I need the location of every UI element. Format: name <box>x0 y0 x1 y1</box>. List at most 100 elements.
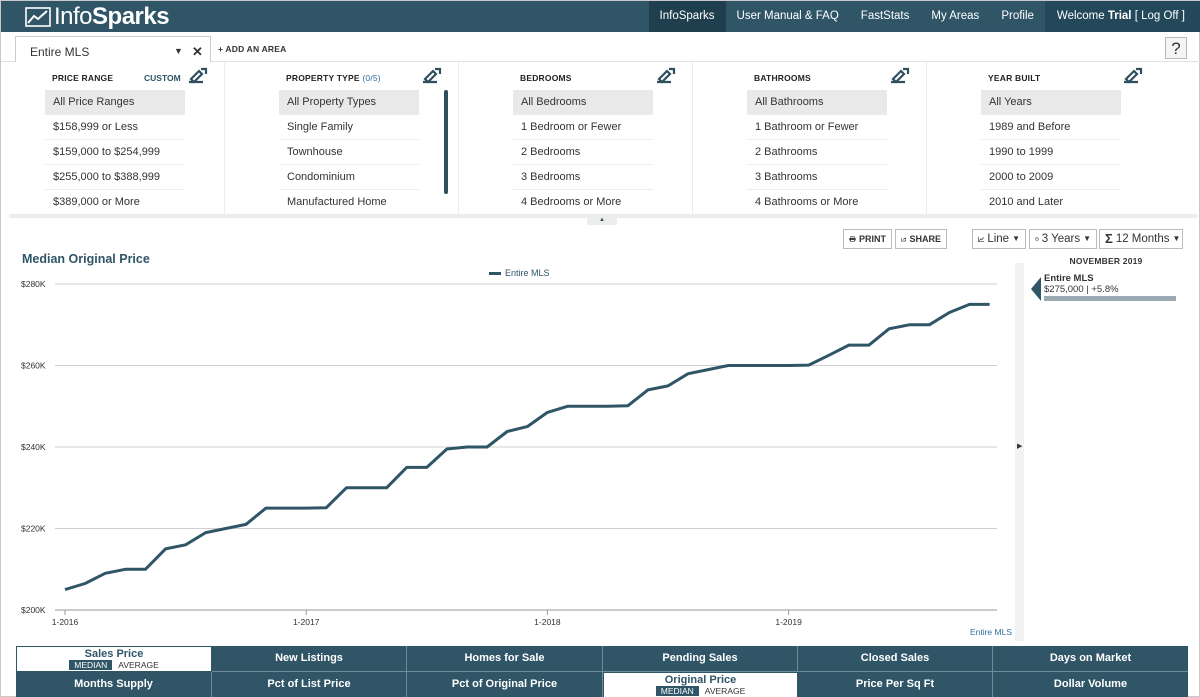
area-row: Entire MLS ▼ ✕ + ADD AN AREA ? <box>1 32 1200 62</box>
print-label: PRINT <box>859 234 886 244</box>
filter-panel: PRICE RANGE CUSTOM All Price Ranges $158… <box>1 62 1200 225</box>
filter-option[interactable]: 1990 to 1999 <box>981 140 1121 165</box>
close-icon[interactable]: ✕ <box>192 44 203 59</box>
filter-property-type: PROPERTY TYPE (0/5) All Property Types S… <box>235 62 459 214</box>
tab-dollar-volume[interactable]: Dollar Volume <box>993 672 1188 697</box>
filter-option[interactable]: 4 Bedrooms or More <box>521 196 622 208</box>
tab-average[interactable]: AVERAGE <box>704 686 746 696</box>
filter-option[interactable]: All Property Types <box>279 90 419 115</box>
time-range-select[interactable]: 3 Years ▼ <box>1029 229 1097 249</box>
tab-label: Dollar Volume <box>1053 678 1128 690</box>
tab-label: Pct of List Price <box>267 678 351 690</box>
area-selector[interactable]: Entire MLS ▼ ✕ <box>15 36 211 62</box>
print-button[interactable]: PRINT <box>843 229 892 249</box>
nav-link-my-areas[interactable]: My Areas <box>931 10 980 22</box>
filter-option[interactable]: $158,999 or Less <box>45 115 185 140</box>
tab-average[interactable]: AVERAGE <box>118 660 159 670</box>
chevron-down-icon: ▼ <box>1172 234 1181 243</box>
filter-scrollbar[interactable] <box>444 90 448 194</box>
filter-option[interactable]: 1989 and Before <box>981 115 1121 140</box>
filter-option[interactable]: Manufactured Home <box>287 196 387 208</box>
filter-option[interactable]: Single Family <box>279 115 419 140</box>
filter-option[interactable]: 2010 and Later <box>989 196 1064 208</box>
nav-link-infosparks[interactable]: InfoSparks <box>648 1 726 32</box>
filter-title: PRICE RANGE <box>52 73 114 83</box>
x-tick-label: 1-2017 <box>293 617 320 627</box>
filter-option[interactable]: 3 Bedrooms <box>513 165 653 190</box>
sigma-icon: Σ <box>1105 231 1113 246</box>
share-button[interactable]: SHARE <box>895 229 947 249</box>
side-panel-toggle[interactable]: ▶ <box>1015 263 1024 641</box>
filter-option[interactable]: 1 Bathroom or Fewer <box>747 115 887 140</box>
nav-link-faststats[interactable]: FastStats <box>860 10 910 22</box>
legend-label: Entire MLS <box>505 268 550 278</box>
line-chart[interactable]: $200K $220K $240K $260K $280K 1-2016 1-2017 1-2… <box>1 271 1013 643</box>
help-button[interactable]: ? <box>1165 37 1187 59</box>
tab-median[interactable]: MEDIAN <box>655 686 699 696</box>
chevron-down-icon[interactable]: ▼ <box>174 46 183 56</box>
add-area-link[interactable]: + ADD AN AREA <box>218 44 287 54</box>
tab-homes-for-sale[interactable]: Homes for Sale <box>407 646 603 672</box>
tab-pct-original-price[interactable]: Pct of Original Price <box>407 672 603 697</box>
tab-original-price[interactable]: Original Price MEDIAN AVERAGE <box>603 672 798 697</box>
filter-option[interactable]: All Years <box>981 90 1121 115</box>
filter-option[interactable]: $159,000 to $254,999 <box>45 140 185 165</box>
share-label: SHARE <box>909 234 941 244</box>
filter-option[interactable]: Townhouse <box>279 140 419 165</box>
collapse-filters-icon[interactable]: ▲ <box>587 215 617 225</box>
filter-option[interactable]: All Bedrooms <box>513 90 653 115</box>
edit-filter-icon[interactable] <box>1121 67 1143 85</box>
legend-swatch <box>489 271 501 275</box>
edit-filter-icon[interactable] <box>888 67 910 85</box>
rollup-select[interactable]: Σ 12 Months ▼ <box>1099 229 1183 249</box>
area-selector-value: Entire MLS <box>30 45 90 59</box>
side-panel-date: NOVEMBER 2019 <box>1069 256 1143 266</box>
logoff-link[interactable]: [ Log Off ] <box>1134 10 1185 22</box>
tab-closed-sales[interactable]: Closed Sales <box>798 646 993 672</box>
tab-label: Homes for Sale <box>464 652 545 664</box>
filter-bathrooms: BATHROOMS All Bathrooms 1 Bathroom or Fe… <box>703 62 927 214</box>
filter-option[interactable]: $389,000 or More <box>53 196 140 208</box>
nav-link-profile[interactable]: Profile <box>1001 10 1034 22</box>
filter-option[interactable]: 1 Bedroom or Fewer <box>513 115 653 140</box>
tab-label: Pending Sales <box>662 652 738 664</box>
tab-sales-price[interactable]: Sales Price MEDIAN AVERAGE <box>16 646 212 672</box>
chevron-down-icon: ▼ <box>1083 234 1091 243</box>
filter-option[interactable]: 2 Bedrooms <box>513 140 653 165</box>
infosparks-logo[interactable]: Info Sparks <box>25 3 170 31</box>
side-panel-bar <box>1044 296 1176 301</box>
nav-link-manual[interactable]: User Manual & FAQ <box>736 10 839 22</box>
filter-option[interactable]: 2 Bathrooms <box>747 140 887 165</box>
filter-year-built: YEAR BUILT All Years 1989 and Before 199… <box>937 62 1161 214</box>
tab-pct-list-price[interactable]: Pct of List Price <box>212 672 407 697</box>
filter-option[interactable]: 2000 to 2009 <box>981 165 1121 190</box>
filter-option[interactable]: $255,000 to $388,999 <box>45 165 185 190</box>
custom-price-link[interactable]: CUSTOM <box>144 73 181 83</box>
series-line <box>64 302 990 592</box>
edit-filter-icon[interactable] <box>420 67 442 85</box>
edit-filter-icon[interactable] <box>186 67 208 85</box>
edit-filter-icon[interactable] <box>654 67 676 85</box>
filter-option[interactable]: 4 Bathrooms or More <box>755 196 859 208</box>
chart-legend[interactable]: Entire MLS <box>489 268 550 278</box>
tab-days-on-market[interactable]: Days on Market <box>993 646 1188 672</box>
tab-new-listings[interactable]: New Listings <box>212 646 407 672</box>
tab-price-per-sqft[interactable]: Price Per Sq Ft <box>798 672 993 697</box>
chart-type-value: Line <box>987 233 1010 245</box>
filter-option[interactable]: All Price Ranges <box>45 90 185 115</box>
tab-months-supply[interactable]: Months Supply <box>16 672 212 697</box>
x-tick-label: 1-2019 <box>775 617 802 627</box>
y-tick-label: $280K <box>21 279 46 289</box>
welcome-logoff[interactable]: Welcome Trial [ Log Off ] <box>1044 1 1200 32</box>
tab-median[interactable]: MEDIAN <box>69 660 113 670</box>
chevron-down-icon: ▼ <box>1012 234 1020 243</box>
chart-type-select[interactable]: Line ▼ <box>972 229 1026 249</box>
tab-label: Months Supply <box>74 678 153 690</box>
filter-option[interactable]: Condominium <box>279 165 419 190</box>
filter-option[interactable]: All Bathrooms <box>747 90 887 115</box>
filter-bedrooms: BEDROOMS All Bedrooms 1 Bedroom or Fewer… <box>469 62 693 214</box>
tab-pending-sales[interactable]: Pending Sales <box>603 646 798 672</box>
y-tick-label: $260K <box>21 361 46 371</box>
filter-option[interactable]: 3 Bathrooms <box>747 165 887 190</box>
clock-icon <box>1035 237 1039 241</box>
